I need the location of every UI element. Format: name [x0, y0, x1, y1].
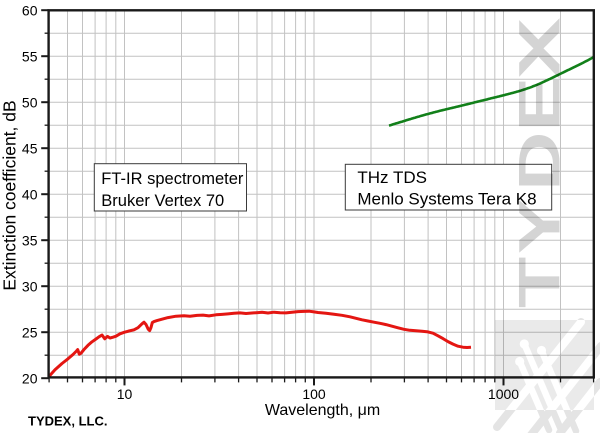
svg-text:45: 45 — [22, 140, 38, 156]
svg-text:10: 10 — [117, 386, 133, 402]
svg-text:60: 60 — [22, 2, 38, 18]
svg-text:THz TDS: THz TDS — [357, 168, 427, 187]
svg-text:Extinction coefficient, dB: Extinction coefficient, dB — [0, 100, 19, 290]
svg-text:50: 50 — [22, 94, 38, 110]
svg-text:E: E — [508, 77, 572, 132]
svg-text:Bruker Vertex 70: Bruker Vertex 70 — [101, 192, 224, 210]
svg-text:25: 25 — [22, 324, 38, 340]
svg-text:TYDEX, LLC.: TYDEX, LLC. — [28, 414, 107, 429]
svg-text:FT-IR spectrometer: FT-IR spectrometer — [101, 170, 244, 188]
svg-text:20: 20 — [22, 370, 38, 386]
svg-text:D: D — [508, 131, 572, 190]
svg-text:Y: Y — [508, 199, 572, 254]
svg-text:55: 55 — [22, 48, 38, 64]
svg-text:X: X — [508, 18, 572, 80]
svg-text:Menlo Systems Tera K8: Menlo Systems Tera K8 — [357, 189, 536, 208]
svg-text:40: 40 — [22, 186, 38, 202]
svg-text:100: 100 — [302, 386, 326, 402]
svg-text:35: 35 — [22, 232, 38, 248]
svg-text:30: 30 — [22, 278, 38, 294]
svg-text:T: T — [508, 257, 572, 308]
svg-text:Wavelength, μm: Wavelength, μm — [265, 402, 380, 419]
